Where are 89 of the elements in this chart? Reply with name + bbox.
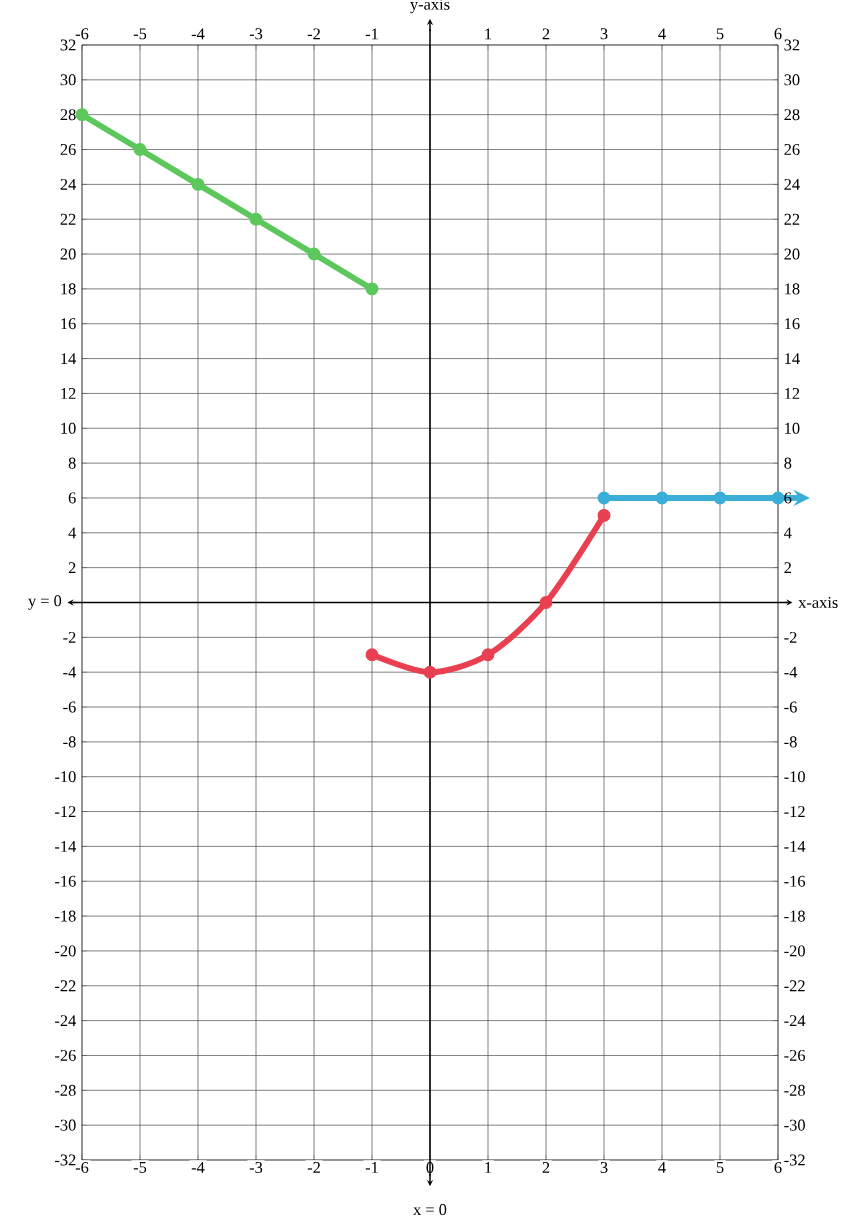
y-tick-label: -24 xyxy=(55,1015,77,1027)
x-tick-label: 6 xyxy=(774,1161,782,1174)
y2-tick-label: 24 xyxy=(784,178,800,190)
y2-tick-label: 8 xyxy=(784,457,792,469)
y2-tick-label: 2 xyxy=(784,562,791,574)
y-tick-label: 14 xyxy=(61,353,77,364)
y-tick-label: -16 xyxy=(55,875,76,887)
x2-tick-label: -4 xyxy=(191,28,205,40)
y2-tick-label: -18 xyxy=(784,910,805,922)
y2-tick-label: -10 xyxy=(784,771,805,783)
y2-tick-label: -4 xyxy=(784,666,798,678)
y-tick-label: 16 xyxy=(61,318,76,330)
x2-tick-label: 3 xyxy=(600,28,608,40)
y2-tick-label: -6 xyxy=(784,701,797,713)
y2-tick-label: -30 xyxy=(784,1119,805,1131)
y-tick-label: 18 xyxy=(61,283,76,295)
y2-tick-label: 10 xyxy=(785,422,800,434)
y-tick-label: -14 xyxy=(55,840,77,852)
y2-tick-label: -12 xyxy=(784,806,805,817)
x2-tick-label: -3 xyxy=(249,28,263,40)
ref-line-label: y = 0 xyxy=(28,595,62,610)
ref-line-label: x = 0 xyxy=(413,1204,447,1216)
y2-tick-label: -32 xyxy=(784,1154,805,1166)
y-tick-label: -18 xyxy=(55,910,76,922)
y2-tick-label: 16 xyxy=(785,318,800,330)
y-tick-label: -2 xyxy=(63,631,76,643)
y2-tick-label: 14 xyxy=(785,353,800,364)
y2-tick-label: -24 xyxy=(784,1015,806,1027)
x-tick-label: 4 xyxy=(658,1161,666,1173)
x-tick-label: -3 xyxy=(249,1161,263,1174)
y2-tick-label: 4 xyxy=(784,527,792,539)
y-tick-label: 28 xyxy=(60,109,76,121)
y-tick-label: -32 xyxy=(55,1154,76,1166)
y2-tick-label: -20 xyxy=(784,945,805,957)
x2-tick-label: 1 xyxy=(485,28,492,40)
y2-tick-label: 6 xyxy=(784,492,792,504)
y-tick-label: -10 xyxy=(55,771,76,783)
y-tick-label: 10 xyxy=(61,422,76,434)
y2-tick-label: -16 xyxy=(784,875,806,887)
y-tick-label: -28 xyxy=(55,1084,76,1096)
y2-tick-label: 28 xyxy=(784,109,800,121)
y2-tick-label: 18 xyxy=(785,283,800,295)
y-tick-label: 26 xyxy=(60,144,76,156)
x2-tick-label: -5 xyxy=(133,28,147,40)
y-tick-label: -22 xyxy=(55,980,76,992)
y-tick-label: 22 xyxy=(60,213,76,225)
y-tick-label: -30 xyxy=(55,1119,76,1131)
y-tick-label: 32 xyxy=(60,39,76,51)
y2-tick-label: 20 xyxy=(784,248,800,260)
x-tick-label: 1 xyxy=(485,1161,492,1173)
y-tick-label: -26 xyxy=(55,1049,76,1061)
x2-tick-label: 5 xyxy=(716,28,724,40)
x-tick-label: 2 xyxy=(542,1161,550,1173)
x-tick-label: 3 xyxy=(600,1161,608,1174)
y2-tick-label: 30 xyxy=(784,74,800,86)
y2-tick-label: 12 xyxy=(785,388,800,399)
y-tick-label: 2 xyxy=(68,562,76,574)
x2-tick-label: -2 xyxy=(307,28,320,40)
y2-tick-label: -2 xyxy=(784,631,797,643)
y2-tick-label: 22 xyxy=(784,213,800,225)
y-tick-label: 20 xyxy=(60,248,76,260)
x-tick-label: -2 xyxy=(307,1161,320,1173)
x2-tick-label: 6 xyxy=(774,28,782,40)
y-tick-label: -6 xyxy=(63,701,76,713)
y2-tick-label: 26 xyxy=(784,144,800,156)
y-tick-label: -8 xyxy=(63,736,76,748)
y2-tick-label: -26 xyxy=(784,1049,806,1061)
x2-tick-label: 2 xyxy=(542,28,550,40)
x-tick-label: 5 xyxy=(716,1161,724,1173)
x-tick-label: -1 xyxy=(365,1161,378,1173)
y-tick-label: 6 xyxy=(68,492,76,504)
x-tick-label: -4 xyxy=(191,1161,205,1173)
y-tick-label: 12 xyxy=(61,388,76,399)
x2-tick-label: 4 xyxy=(658,28,666,40)
y2-tick-label: -28 xyxy=(784,1084,805,1096)
y2-tick-label: -8 xyxy=(784,736,797,748)
y-tick-label: 4 xyxy=(68,527,77,539)
y-tick-label: -20 xyxy=(55,945,76,957)
x2-tick-label: -1 xyxy=(365,28,378,40)
x-tick-label: -5 xyxy=(133,1161,147,1173)
y-tick-label: 8 xyxy=(68,457,76,469)
y-tick-label: -4 xyxy=(63,666,77,678)
x-axis-title: x-axis xyxy=(798,596,838,609)
y-tick-label: -12 xyxy=(55,806,76,817)
y-tick-label: 24 xyxy=(60,178,77,190)
y-tick-label: 30 xyxy=(60,74,76,86)
y2-tick-label: -14 xyxy=(784,840,806,852)
y2-tick-label: -22 xyxy=(784,980,805,992)
y2-tick-label: 32 xyxy=(784,39,800,51)
